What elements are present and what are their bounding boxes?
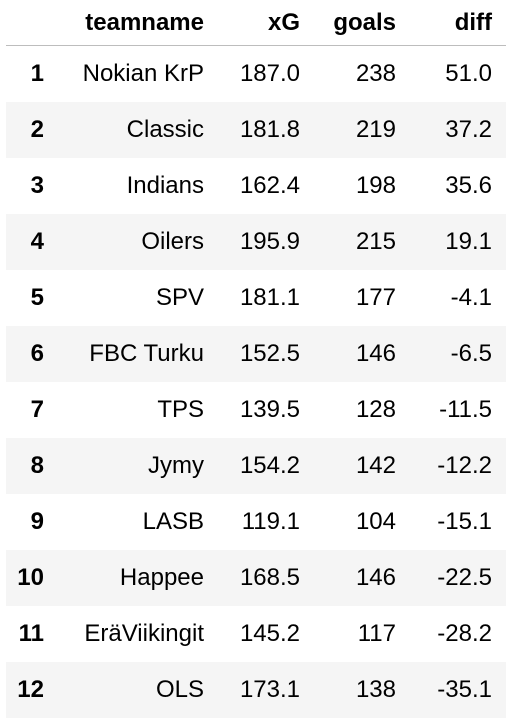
cell-teamname: TPS (157, 395, 204, 423)
cell-xg: 139.5 (239, 395, 300, 423)
cell-xg: 195.9 (239, 227, 300, 255)
cell-diff: -22.5 (437, 563, 492, 591)
cell-diff: 37.2 (445, 115, 492, 143)
cell-diff: -11.5 (439, 395, 492, 423)
header-index (6, 0, 56, 46)
cell-teamname: EräViikingit (84, 619, 204, 647)
cell-teamname: FBC Turku (89, 339, 204, 367)
row-index: 5 (30, 283, 44, 311)
cell-goals: 146 (355, 339, 396, 367)
cell-goals: 117 (357, 619, 396, 647)
cell-diff: -15.1 (437, 507, 492, 535)
table-body: 1 Nokian KrP 187.0 238 51.0 2 Classic 181.8 219 3… (6, 45, 506, 718)
cell-xg: 154.2 (239, 451, 300, 479)
cell-goals: 146 (355, 563, 396, 591)
cell-diff: -6.5 (450, 339, 492, 367)
cell-xg: 187.0 (239, 59, 300, 87)
cell-goals: 177 (355, 283, 396, 311)
cell-teamname: SPV (155, 283, 204, 311)
cell-goals: 198 (355, 171, 396, 199)
header-row: teamname xG goals diff (6, 0, 506, 46)
cell-goals: 238 (355, 59, 396, 87)
row-index: 4 (30, 227, 44, 255)
row-index: 11 (18, 619, 44, 647)
cell-diff: -28.2 (437, 619, 492, 647)
dataframe-table: teamname xG goals diff 1 Nokian KrP 187.0 2… (6, 0, 506, 718)
cell-diff: 19.1 (445, 227, 492, 255)
cell-teamname: Nokian KrP (82, 59, 204, 87)
cell-xg: 168.5 (239, 563, 300, 591)
cell-diff: -12.2 (437, 451, 492, 479)
table-row: 4 Oilers 195.9 215 19.1 (6, 213, 506, 270)
cell-teamname: Jymy (148, 451, 204, 479)
cell-teamname: Indians (126, 171, 204, 199)
cell-goals: 142 (355, 451, 396, 479)
cell-diff: 35.6 (445, 171, 492, 199)
row-index: 10 (17, 563, 44, 591)
cell-teamname: LASB (142, 507, 204, 535)
cell-goals: 215 (355, 227, 396, 255)
cell-teamname: Happee (119, 563, 204, 591)
cell-xg: 145.2 (239, 619, 300, 647)
table-row: 8 Jymy 154.2 142 -12.2 (6, 437, 506, 494)
cell-diff: -35.1 (437, 675, 492, 703)
cell-xg: 181.1 (239, 283, 300, 311)
cell-goals: 138 (355, 675, 396, 703)
header-goals: goals (314, 0, 410, 46)
cell-diff: 51.0 (445, 59, 492, 87)
table-row: 5 SPV 181.1 177 -4.1 (6, 269, 506, 326)
table-row: 6 FBC Turku 152.5 146 -6.5 (6, 325, 506, 382)
header-diff: diff (410, 0, 506, 46)
header-teamname: teamname (56, 0, 218, 46)
row-index: 12 (17, 675, 44, 703)
table-row: 2 Classic 181.8 219 37.2 (6, 101, 506, 158)
table-header: teamname xG goals diff (6, 0, 506, 46)
table-row: 10 Happee 168.5 146 -22.5 (6, 549, 506, 606)
cell-goals: 104 (355, 507, 396, 535)
header-xg: xG (218, 0, 314, 46)
row-index: 1 (30, 59, 44, 87)
table-row: 1 Nokian KrP 187.0 238 51.0 (6, 45, 506, 102)
cell-teamname: Oilers (141, 227, 204, 255)
cell-xg: 173.1 (239, 675, 300, 703)
table-row: 3 Indians 162.4 198 35.6 (6, 157, 506, 214)
cell-diff: -4.1 (450, 283, 492, 311)
table-row: 9 LASB 119.1 104 -15.1 (6, 493, 506, 550)
table-row: 11 EräViikingit 145.2 117 -28.2 (6, 605, 506, 662)
cell-teamname: OLS (155, 675, 204, 703)
row-index: 6 (30, 339, 44, 367)
cell-xg: 162.4 (239, 171, 300, 199)
cell-xg: 181.8 (239, 115, 300, 143)
row-index: 7 (30, 395, 44, 423)
row-index: 3 (30, 171, 44, 199)
table-row: 7 TPS 139.5 128 -11.5 (6, 381, 506, 438)
cell-goals: 219 (355, 115, 396, 143)
row-index: 8 (30, 451, 44, 479)
cell-goals: 128 (355, 395, 396, 423)
cell-xg: 119.1 (241, 507, 300, 535)
table-row: 12 OLS 173.1 138 -35.1 (6, 661, 506, 718)
row-index: 2 (30, 115, 44, 143)
cell-xg: 152.5 (239, 339, 300, 367)
row-index: 9 (30, 507, 44, 535)
cell-teamname: Classic (126, 115, 204, 143)
